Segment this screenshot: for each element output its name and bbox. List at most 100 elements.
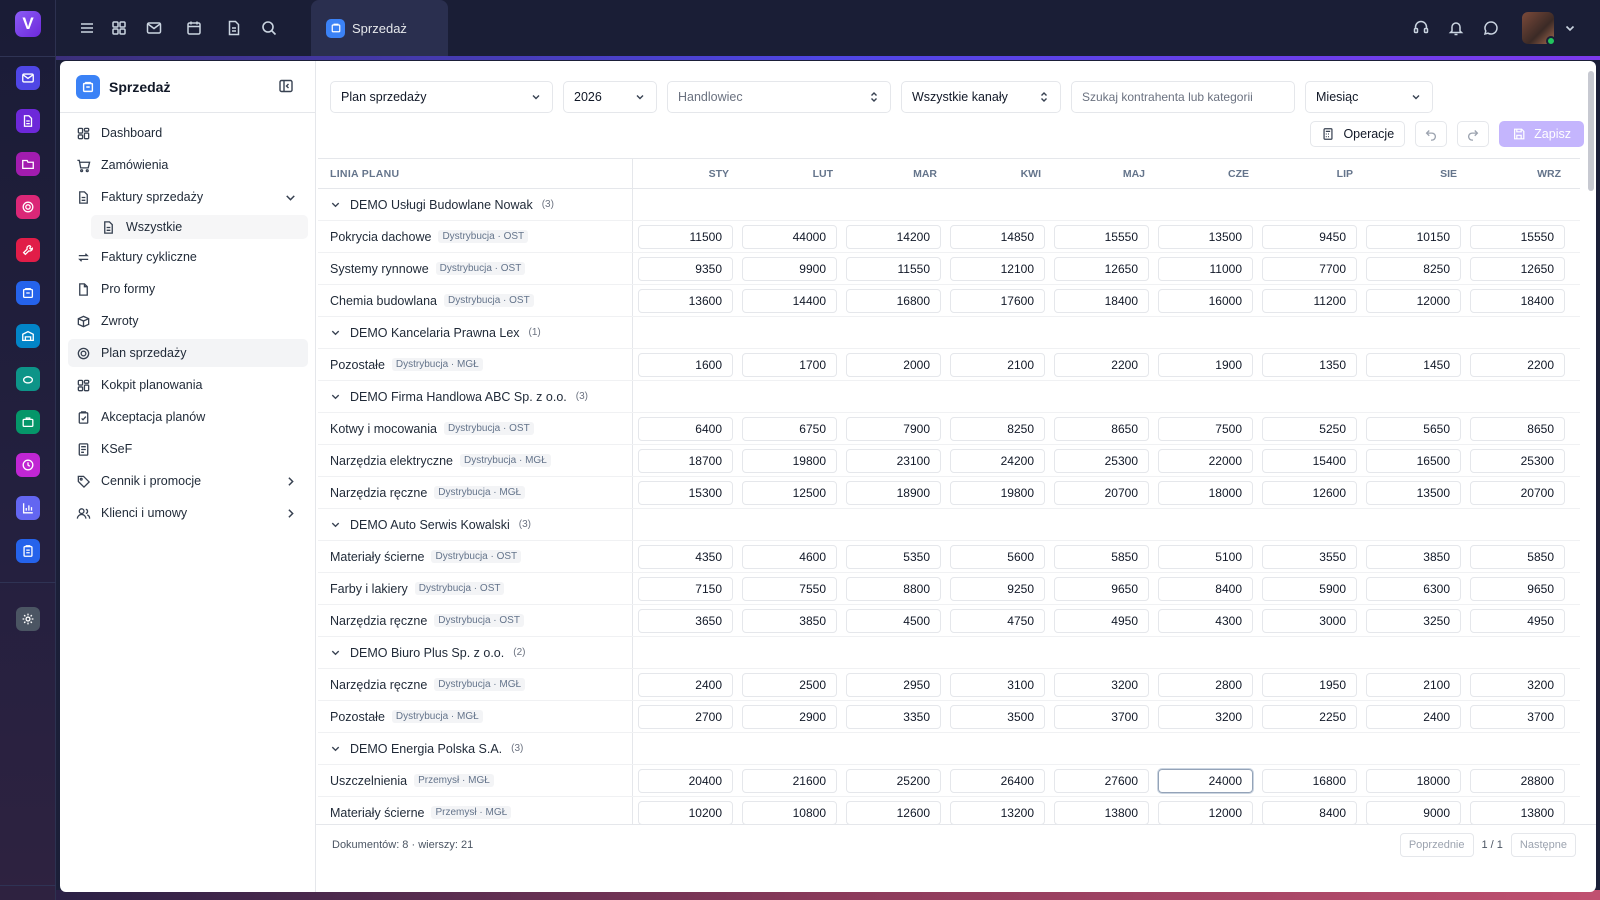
value-input[interactable]: 13500: [1158, 225, 1253, 249]
warehouse-app-icon[interactable]: [16, 324, 40, 348]
chevron-down-icon[interactable]: [330, 647, 341, 658]
value-input[interactable]: 9650: [1470, 577, 1565, 601]
value-input[interactable]: 25300: [1470, 449, 1565, 473]
sidebar-item-cennik-i-promocje[interactable]: Cennik i promocje: [68, 467, 308, 495]
month-header[interactable]: SIE: [1440, 167, 1457, 180]
value-input[interactable]: 5100: [1158, 545, 1253, 569]
value-input[interactable]: 20700: [1054, 481, 1149, 505]
clock-app-icon[interactable]: [16, 453, 40, 477]
support-headset-icon[interactable]: [1410, 17, 1432, 39]
value-input[interactable]: 7150: [638, 577, 733, 601]
value-input[interactable]: 18400: [1470, 289, 1565, 313]
value-input[interactable]: 2900: [742, 705, 837, 729]
value-input[interactable]: 2800: [1158, 673, 1253, 697]
value-input[interactable]: 28800: [1470, 769, 1565, 793]
value-input[interactable]: 4300: [1158, 609, 1253, 633]
value-input[interactable]: 11500: [638, 225, 733, 249]
value-input[interactable]: 6400: [638, 417, 733, 441]
value-input[interactable]: 6300: [1366, 577, 1461, 601]
value-input[interactable]: 18700: [638, 449, 733, 473]
piggybank-app-icon[interactable]: [16, 367, 40, 391]
operations-button[interactable]: Operacje: [1310, 121, 1406, 147]
calendar-icon[interactable]: [183, 17, 205, 39]
value-input[interactable]: 2200: [1470, 353, 1565, 377]
value-input[interactable]: 27600: [1054, 769, 1149, 793]
period-select[interactable]: Miesiąc: [1305, 81, 1433, 113]
value-input[interactable]: 4350: [638, 545, 733, 569]
value-input[interactable]: 3100: [950, 673, 1045, 697]
mail-icon[interactable]: [143, 17, 165, 39]
value-input[interactable]: 4600: [742, 545, 837, 569]
value-input[interactable]: 22000: [1158, 449, 1253, 473]
month-header[interactable]: LIP: [1336, 167, 1353, 180]
value-input[interactable]: 1450: [1366, 353, 1461, 377]
value-input[interactable]: 3700: [1054, 705, 1149, 729]
prev-page-button[interactable]: Poprzednie: [1399, 833, 1474, 857]
value-input[interactable]: 17600: [950, 289, 1045, 313]
value-input[interactable]: 5850: [1054, 545, 1149, 569]
value-input[interactable]: 4750: [950, 609, 1045, 633]
value-input[interactable]: 3650: [638, 609, 733, 633]
value-input[interactable]: 14400: [742, 289, 837, 313]
value-input[interactable]: 1600: [638, 353, 733, 377]
sidebar-item-zamówienia[interactable]: Zamówienia: [68, 151, 308, 179]
sidebar-item-faktury-cykliczne[interactable]: Faktury cykliczne: [68, 243, 308, 271]
sidebar-item-wszystkie[interactable]: Wszystkie: [91, 215, 308, 239]
target-app-icon[interactable]: [16, 195, 40, 219]
value-input[interactable]: 10200: [638, 801, 733, 824]
group-row[interactable]: DEMO Biuro Plus Sp. z o.o. (2): [318, 637, 1580, 669]
value-input[interactable]: 7550: [742, 577, 837, 601]
value-input[interactable]: 8400: [1262, 801, 1357, 824]
value-input[interactable]: 20700: [1470, 481, 1565, 505]
value-input[interactable]: 11550: [846, 257, 941, 281]
value-input[interactable]: 4500: [846, 609, 941, 633]
plan-type-select[interactable]: Plan sprzedaży: [330, 81, 553, 113]
value-input[interactable]: 7700: [1262, 257, 1357, 281]
apps-grid-icon[interactable]: [108, 17, 130, 39]
value-input[interactable]: 16000: [1158, 289, 1253, 313]
chevron-down-icon[interactable]: [1559, 17, 1581, 39]
month-header[interactable]: LUT: [812, 167, 833, 180]
document-icon[interactable]: [223, 17, 245, 39]
value-input[interactable]: 12650: [1054, 257, 1149, 281]
value-input[interactable]: 3850: [1366, 545, 1461, 569]
documents-app-icon[interactable]: [16, 109, 40, 133]
month-header[interactable]: MAR: [913, 167, 937, 180]
value-input[interactable]: 3550: [1262, 545, 1357, 569]
value-input[interactable]: 3250: [1366, 609, 1461, 633]
value-input[interactable]: 3200: [1054, 673, 1149, 697]
value-input[interactable]: 1700: [742, 353, 837, 377]
sidebar-item-pro-formy[interactable]: Pro formy: [68, 275, 308, 303]
value-input[interactable]: 7900: [846, 417, 941, 441]
save-button[interactable]: Zapisz: [1499, 121, 1584, 147]
value-input[interactable]: 21600: [742, 769, 837, 793]
value-input[interactable]: 8250: [1366, 257, 1461, 281]
value-input[interactable]: 25200: [846, 769, 941, 793]
value-input[interactable]: 8250: [950, 417, 1045, 441]
value-input[interactable]: 9250: [950, 577, 1045, 601]
value-input[interactable]: 3500: [950, 705, 1045, 729]
value-input[interactable]: 15550: [1470, 225, 1565, 249]
reports-app-icon[interactable]: [16, 496, 40, 520]
value-input[interactable]: 13600: [638, 289, 733, 313]
value-input[interactable]: 3350: [846, 705, 941, 729]
value-input[interactable]: 2200: [1054, 353, 1149, 377]
value-input[interactable]: 10150: [1366, 225, 1461, 249]
chevron-down-icon[interactable]: [330, 327, 341, 338]
tools-app-icon[interactable]: [16, 238, 40, 262]
value-input[interactable]: 15300: [638, 481, 733, 505]
sidebar-item-kokpit-planowania[interactable]: Kokpit planowania: [68, 371, 308, 399]
undo-button[interactable]: [1415, 121, 1448, 147]
value-input[interactable]: 3200: [1470, 673, 1565, 697]
sidebar-item-akceptacja-planów[interactable]: Akceptacja planów: [68, 403, 308, 431]
value-input[interactable]: 16800: [846, 289, 941, 313]
value-input[interactable]: 19800: [742, 449, 837, 473]
year-select[interactable]: 2026: [563, 81, 657, 113]
channels-select[interactable]: Wszystkie kanały: [901, 81, 1061, 113]
value-input[interactable]: 2250: [1262, 705, 1357, 729]
value-input[interactable]: 9900: [742, 257, 837, 281]
value-input[interactable]: 2400: [1366, 705, 1461, 729]
sales-app-icon[interactable]: [16, 281, 40, 305]
chevron-down-icon[interactable]: [330, 199, 341, 210]
value-input[interactable]: 5850: [1470, 545, 1565, 569]
